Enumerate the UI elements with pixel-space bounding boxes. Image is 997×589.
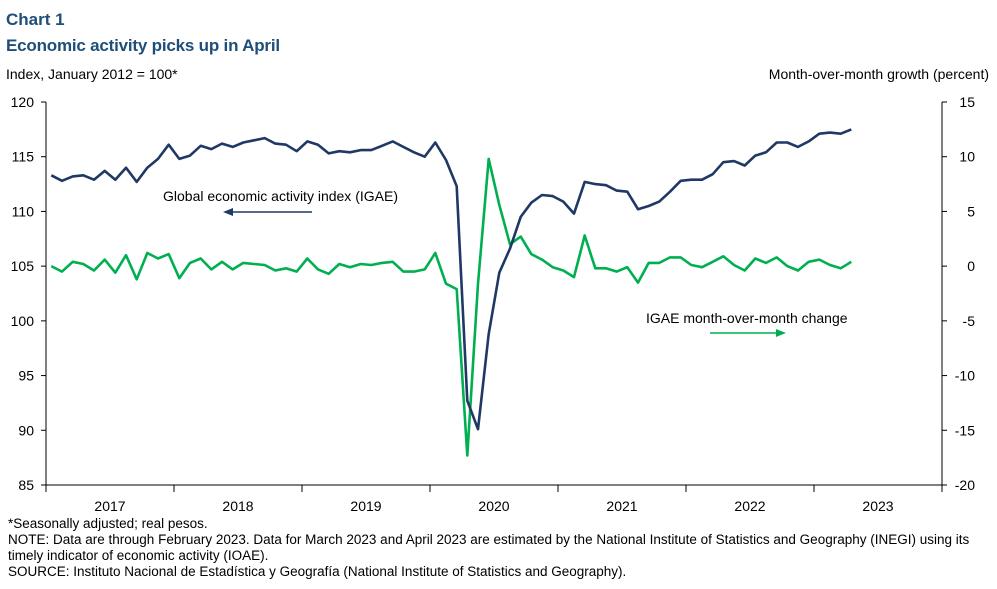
chart-title: Economic activity picks up in April — [6, 36, 280, 55]
footnote-source: SOURCE: Instituto Nacional de Estadístic… — [8, 564, 627, 579]
chart-label: Chart 1 — [6, 10, 65, 29]
footnote-asterisk: *Seasonally adjusted; real pesos. — [8, 516, 208, 531]
right-y-tick-label: 0 — [967, 258, 975, 274]
right-y-tick-label: 10 — [959, 149, 975, 165]
left-y-tick-label: 90 — [18, 422, 34, 438]
right-y-tick-label: -5 — [963, 313, 976, 329]
left-y-tick-label: 100 — [11, 313, 35, 329]
x-tick-label: 2019 — [350, 498, 381, 514]
footnotes: *Seasonally adjusted; real pesos. NOTE: … — [8, 516, 993, 580]
x-tick-label: 2018 — [222, 498, 253, 514]
axes-layer — [45, 102, 943, 486]
ticks-layer: 85 90 95 100 105 110 115 120 -20 -15 -10 -5 0 5 10 15 20… — [11, 94, 976, 514]
series-line-mom-change — [50, 157, 852, 457]
right-y-tick-label: -10 — [955, 368, 975, 384]
left-y-tick-label: 110 — [12, 203, 35, 219]
footnote-note: NOTE: Data are through February 2023. Da… — [8, 532, 970, 563]
left-y-tick-label: 115 — [12, 149, 35, 165]
left-y-tick-label: 120 — [11, 94, 35, 110]
mom-series-label: IGAE month-over-month change — [646, 310, 848, 326]
x-tick-label: 2021 — [606, 498, 637, 514]
right-axis-title: Month-over-month growth (percent) — [768, 66, 989, 82]
left-y-tick-label: 95 — [18, 368, 34, 384]
igae-arrow-head — [223, 208, 233, 216]
series-layer — [50, 128, 852, 457]
igae-series-label: Global economic activity index (IGAE) — [163, 188, 398, 204]
left-y-tick-label: 105 — [11, 258, 35, 274]
left-y-tick-label: 85 — [18, 477, 34, 493]
annotation-layer: Global economic activity index (IGAE) IG… — [163, 188, 848, 337]
right-y-tick-label: -15 — [955, 422, 975, 438]
x-tick-label: 2017 — [94, 498, 125, 514]
x-tick-label: 2022 — [734, 498, 765, 514]
left-axis-title: Index, January 2012 = 100* — [6, 66, 178, 82]
right-y-tick-label: 5 — [967, 203, 975, 219]
x-tick-label: 2020 — [478, 498, 509, 514]
right-y-tick-label: -20 — [955, 477, 975, 493]
right-y-tick-label: 15 — [959, 94, 975, 110]
mom-arrow-head — [776, 329, 786, 337]
series-line-igae — [50, 128, 852, 431]
x-tick-label: 2023 — [862, 498, 893, 514]
